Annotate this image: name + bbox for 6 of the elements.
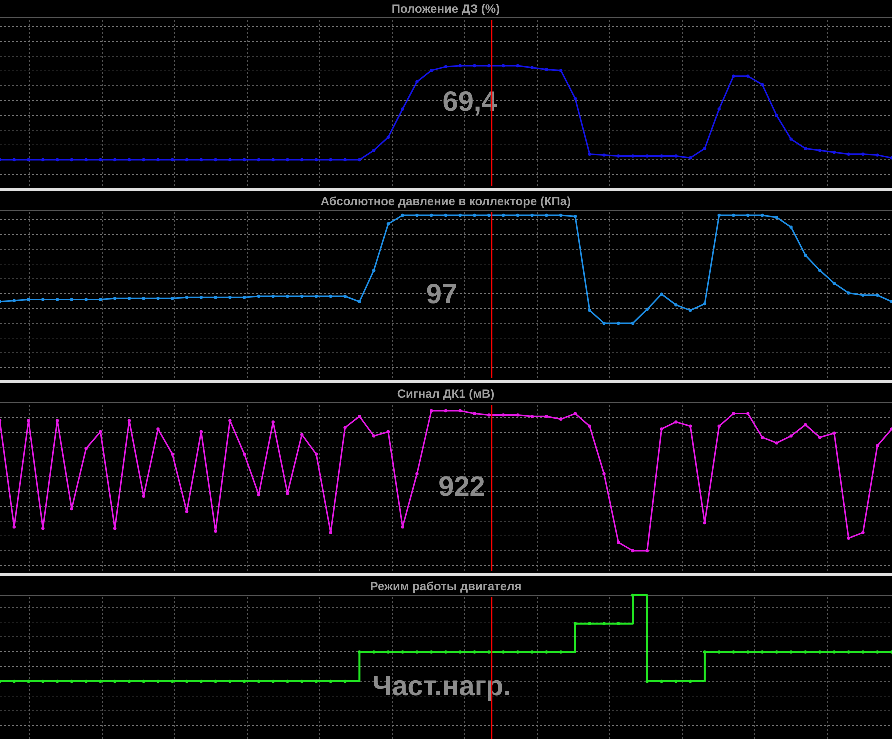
chart-title: Положение ДЗ (%) (392, 2, 500, 16)
chart-title: Режим работы двигателя (370, 580, 522, 594)
chart-title: Абсолютное давление в коллекторе (КПа) (320, 194, 572, 208)
chart-title: Сигнал ДК1 (мВ) (397, 387, 495, 401)
annotation: 97 (426, 278, 458, 310)
annotation: 922 (438, 471, 486, 502)
